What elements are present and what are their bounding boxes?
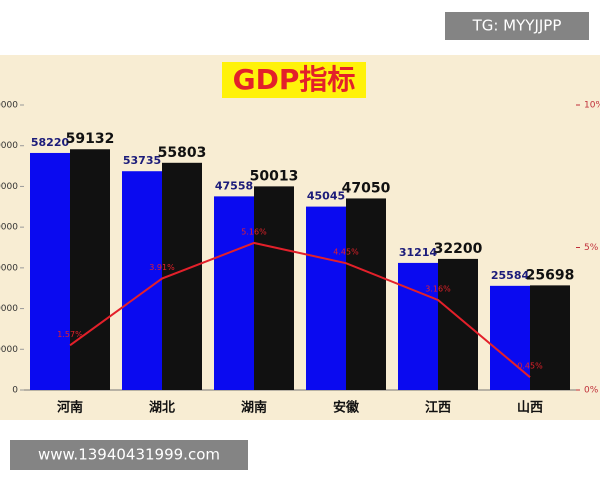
bar-value-label: 47050 bbox=[342, 180, 391, 196]
bar bbox=[490, 285, 530, 390]
y-tick-label: 50000 bbox=[0, 182, 18, 192]
x-tick-label: 山西 bbox=[517, 400, 543, 416]
bar bbox=[530, 285, 570, 390]
bar bbox=[214, 196, 254, 390]
bar-value-label: 47558 bbox=[215, 179, 253, 192]
bar-value-label: 25698 bbox=[526, 267, 575, 283]
line-value-label: 5.16% bbox=[241, 227, 267, 236]
bar-value-label: 58220 bbox=[31, 136, 70, 149]
x-tick-label: 江西 bbox=[425, 400, 451, 416]
title-background bbox=[222, 62, 366, 98]
x-tick-label: 湖南 bbox=[241, 400, 267, 416]
line-value-label: 1.57% bbox=[57, 330, 83, 339]
y2-tick-label: 0% bbox=[584, 386, 599, 396]
bar-value-label: 53735 bbox=[123, 154, 161, 167]
watermark-text: TG: MYYJJPP bbox=[472, 17, 562, 35]
bar bbox=[70, 149, 110, 390]
x-tick-label: 河南 bbox=[57, 400, 83, 416]
chart-title: GDP指标 bbox=[233, 63, 356, 96]
line-value-label: 4.45% bbox=[333, 248, 359, 257]
watermark-text: www.13940431999.com bbox=[38, 446, 220, 464]
line-value-label: 0.45% bbox=[517, 362, 543, 371]
bar bbox=[398, 262, 438, 390]
bar-value-label: 31214 bbox=[399, 246, 438, 259]
y2-tick-label: 5% bbox=[584, 243, 599, 253]
bar-value-label: 32200 bbox=[434, 241, 483, 257]
y-tick-label: 20000 bbox=[0, 304, 18, 314]
bar bbox=[122, 171, 162, 390]
y-tick-label: 70000 bbox=[0, 101, 18, 111]
y2-tick-label: 10% bbox=[584, 101, 600, 111]
line-value-label: 3.16% bbox=[425, 284, 451, 293]
bar bbox=[306, 206, 346, 390]
bar bbox=[346, 198, 386, 390]
y-tick-label: 60000 bbox=[0, 141, 18, 151]
bar-value-label: 25584 bbox=[491, 269, 530, 282]
bar bbox=[438, 258, 478, 390]
y-tick-label: 0 bbox=[12, 386, 18, 396]
y-tick-label: 10000 bbox=[0, 345, 18, 355]
watermark-box bbox=[10, 440, 248, 470]
x-tick-label: 湖北 bbox=[149, 401, 175, 416]
bar bbox=[254, 186, 294, 390]
watermark-box bbox=[445, 12, 589, 40]
y-tick-label: 40000 bbox=[0, 223, 18, 233]
bar-value-label: 59132 bbox=[66, 131, 115, 147]
bar-value-label: 55803 bbox=[158, 145, 207, 161]
x-tick-label: 安徽 bbox=[333, 400, 360, 416]
line bbox=[69, 241, 531, 378]
bar bbox=[30, 152, 70, 390]
line-value-label: 3.91% bbox=[149, 263, 175, 272]
bar-value-label: 50013 bbox=[250, 168, 299, 184]
bar-value-label: 45045 bbox=[307, 190, 345, 203]
y-tick-label: 30000 bbox=[0, 263, 18, 273]
